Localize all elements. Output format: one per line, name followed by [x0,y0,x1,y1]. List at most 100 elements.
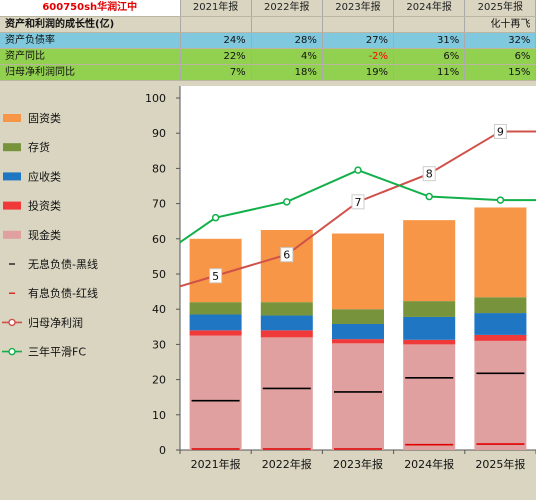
bar-cash [332,343,384,450]
bar-investment [189,330,242,336]
bar-inventory [332,309,384,324]
legend-receivables-swatch [3,172,21,181]
y-tick-label: 60 [152,233,166,246]
bar-receivables [474,313,527,335]
x-tick-label: 2023年报 [333,457,383,471]
table-cell: 28% [251,32,323,49]
fc-point [425,192,433,201]
y-tick-label: 100 [145,92,166,105]
y-tick-label: 50 [152,268,166,281]
table-row: 资产负债率 24% 28% 27% 31% 32% [0,32,536,49]
legend-net-profit-label: 归母净利润 [28,315,83,329]
bar-inventory [403,301,456,317]
table-cell: 19% [322,64,395,81]
net-profit-data-label: 5 [212,270,219,283]
section-title: 资产和利润的成长性(亿) [0,16,181,33]
bar-fixed-assets [403,220,456,302]
bar-receivables [189,314,242,331]
legend-fc-marker [8,347,16,356]
y-tick-label: 0 [159,444,166,457]
legend-fixed-assets-swatch [3,114,21,122]
bar-cash [403,344,456,450]
bar-cash [474,340,527,450]
table-cell: 6% [464,48,536,65]
bar-investment [403,339,456,345]
net-profit-label-box [493,123,507,139]
table-cell: 22% [180,48,252,65]
y-tick-label: 10 [152,409,166,422]
bar-cash [260,337,313,450]
bar-investment [260,330,313,338]
year-header: 2025年报 [464,0,536,17]
legend-inventory-swatch [3,143,21,152]
fc-point [496,196,505,204]
row-label: 资产负债率 [0,32,181,49]
y-tick-label: 70 [152,198,166,211]
header-table: 600750sh华润江中 2021年报 2022年报 2023年报 2024年报… [0,0,536,81]
net-profit-data-label: 6 [283,249,290,262]
table-row: 归母净利润同比 7% 18% 19% 11% 15% [0,64,536,81]
y-tick-label: 90 [152,127,166,140]
legend-investment-label: 投资类 [28,199,61,213]
author-note: 化十再飞 [464,16,536,33]
section-title-row: 资产和利润的成长性(亿) 化十再飞 [0,16,536,33]
table-cell: 32% [464,32,536,49]
table-cell: 6% [393,48,466,65]
legend-interest-free-debt-label: 无息负债-黑线 [28,257,98,271]
fc-point [354,166,362,174]
bar-fixed-assets [332,233,384,310]
net-profit-label-box [351,194,365,210]
y-tick-label: 80 [152,162,166,175]
x-tick-label: 2021年报 [191,457,241,471]
net-profit-label-box [209,268,223,284]
y-tick-label: 20 [152,374,166,387]
net-profit-data-label: 8 [426,168,433,181]
table-row: 资产同比 22% 4% -2% 6% 6% [0,48,536,65]
y-tick-label: 30 [152,338,166,351]
bar-investment [474,334,527,341]
bar-inventory [189,302,242,315]
y-tick-label: 40 [152,303,166,316]
x-tick-label: 2022年报 [262,457,312,471]
net-profit-data-label: 7 [355,196,362,209]
year-header: 2023年报 [322,0,395,17]
legend-cash-swatch [3,230,21,239]
table-cell: 18% [251,64,323,81]
bar-cash [189,335,242,450]
year-header: 2022年报 [251,0,323,17]
legend-fixed-assets-label: 固资类 [28,111,61,125]
table-cell: 27% [322,32,395,49]
row-label: 资产同比 [0,48,181,65]
legend-net-profit-marker [8,318,16,327]
table-cell: 4% [251,48,323,65]
table-cell: 31% [393,32,466,49]
bar-inventory [260,302,313,316]
bar-fixed-assets [474,207,527,298]
bar-receivables [260,315,313,331]
legend-interest-debt-label: 有息负债-红线 [28,286,98,300]
stock-title: 600750sh华润江中 [0,0,181,17]
net-profit-label-box [280,247,294,263]
legend-fc-label: 三年平滑FC [28,345,86,359]
year-header: 2021年报 [180,0,252,17]
table-cell: 11% [393,64,466,81]
legend-inventory-label: 存货 [28,140,50,154]
fc-point [283,198,291,206]
net-profit-data-label: 9 [497,125,504,138]
table-cell: 24% [180,32,252,49]
row-label: 归母净利润同比 [0,64,181,81]
year-header: 2024年报 [393,0,466,17]
header-title-row: 600750sh华润江中 2021年报 2022年报 2023年报 2024年报… [0,0,536,17]
table-cell: 15% [464,64,536,81]
x-tick-label: 2025年报 [475,457,525,471]
fc-point [211,213,220,222]
table-cell: 7% [180,64,252,81]
x-tick-label: 2024年报 [404,457,454,471]
legend-receivables-label: 应收类 [28,169,61,183]
bar-inventory [474,297,527,314]
bar-receivables [332,323,384,340]
bar-receivables [403,316,456,340]
legend-cash-label: 现金类 [28,228,61,242]
legend-investment-swatch [3,201,21,210]
